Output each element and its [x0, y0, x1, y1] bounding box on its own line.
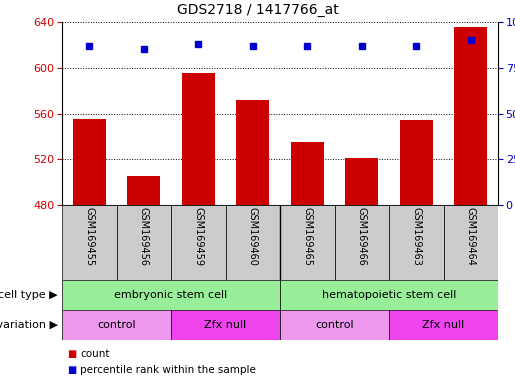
- Bar: [171, 310, 280, 340]
- Text: embryonic stem cell: embryonic stem cell: [114, 290, 228, 300]
- Bar: [454, 26, 487, 205]
- Bar: [389, 310, 498, 340]
- Text: GSM169460: GSM169460: [248, 207, 258, 266]
- Text: count: count: [80, 349, 110, 359]
- Text: GSM169459: GSM169459: [193, 207, 203, 266]
- Text: control: control: [97, 320, 136, 330]
- Bar: [182, 73, 215, 205]
- Bar: [62, 205, 116, 280]
- Text: control: control: [315, 320, 354, 330]
- Text: GSM169466: GSM169466: [357, 207, 367, 266]
- Bar: [346, 158, 378, 205]
- Text: ■: ■: [67, 349, 76, 359]
- Bar: [280, 310, 389, 340]
- Bar: [127, 176, 160, 205]
- Bar: [73, 119, 106, 205]
- Bar: [400, 120, 433, 205]
- Bar: [280, 205, 335, 280]
- Text: percentile rank within the sample: percentile rank within the sample: [80, 365, 256, 375]
- Text: ■: ■: [67, 365, 76, 375]
- Bar: [280, 280, 498, 310]
- Bar: [236, 100, 269, 205]
- Bar: [226, 205, 280, 280]
- Text: Zfx null: Zfx null: [204, 320, 247, 330]
- Text: GSM169456: GSM169456: [139, 207, 149, 266]
- Bar: [171, 205, 226, 280]
- Text: GSM169455: GSM169455: [84, 207, 94, 266]
- Text: GSM169463: GSM169463: [411, 207, 421, 266]
- Bar: [62, 310, 171, 340]
- Bar: [291, 142, 323, 205]
- Text: GDS2718 / 1417766_at: GDS2718 / 1417766_at: [177, 3, 338, 17]
- Text: GSM169465: GSM169465: [302, 207, 312, 266]
- Bar: [389, 205, 443, 280]
- Bar: [62, 280, 280, 310]
- Bar: [443, 205, 498, 280]
- Text: hematopoietic stem cell: hematopoietic stem cell: [322, 290, 456, 300]
- Text: Zfx null: Zfx null: [422, 320, 465, 330]
- Bar: [116, 205, 171, 280]
- Bar: [335, 205, 389, 280]
- Text: cell type ▶: cell type ▶: [0, 290, 58, 300]
- Text: genotype/variation ▶: genotype/variation ▶: [0, 320, 58, 330]
- Text: GSM169464: GSM169464: [466, 207, 476, 266]
